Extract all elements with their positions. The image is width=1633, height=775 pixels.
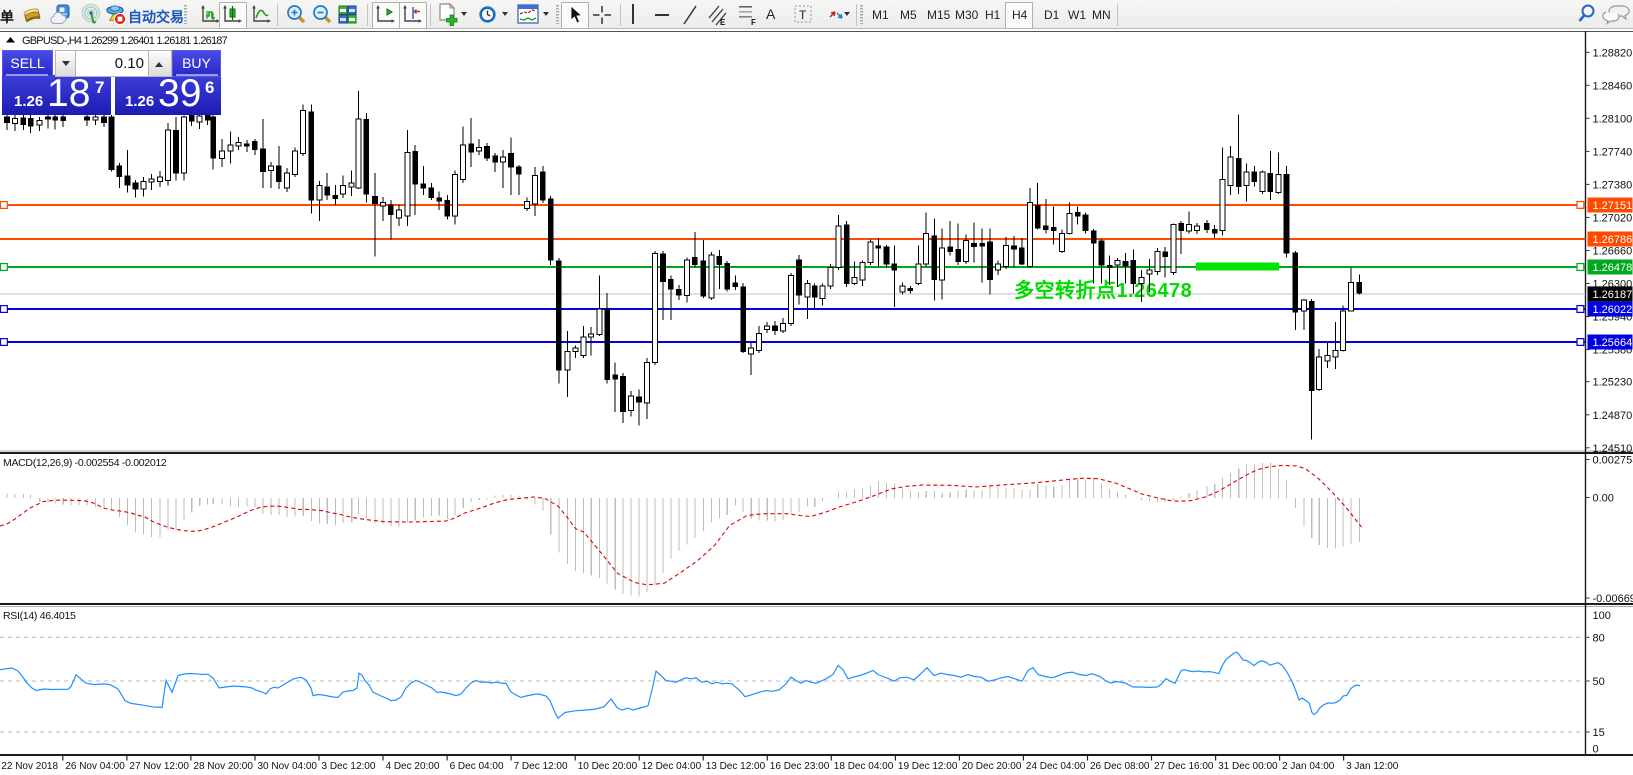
svg-text:12 Dec 04:00: 12 Dec 04:00 [642, 761, 702, 772]
svg-text:RSI(14) 46.4015: RSI(14) 46.4015 [3, 610, 76, 622]
svg-text:26 Dec 08:00: 26 Dec 08:00 [1090, 761, 1150, 772]
svg-text:19 Dec 12:00: 19 Dec 12:00 [898, 761, 958, 772]
svg-text:13 Dec 12:00: 13 Dec 12:00 [706, 761, 766, 772]
svg-text:27 Nov 12:00: 27 Nov 12:00 [129, 761, 189, 772]
svg-text:28 Nov 20:00: 28 Nov 20:00 [193, 761, 253, 772]
svg-text:1.26786: 1.26786 [1593, 234, 1633, 246]
svg-text:1.25230: 1.25230 [1593, 377, 1633, 389]
svg-text:15: 15 [1593, 727, 1605, 739]
svg-text:1.26187: 1.26187 [1593, 289, 1633, 301]
svg-text:1.27380: 1.27380 [1593, 179, 1633, 191]
svg-text:1.27740: 1.27740 [1593, 146, 1633, 158]
svg-text:26 Nov 04:00: 26 Nov 04:00 [65, 761, 125, 772]
svg-text:4 Dec 20:00: 4 Dec 20:00 [386, 761, 440, 772]
svg-text:80: 80 [1593, 632, 1605, 644]
svg-text:10 Dec 20:00: 10 Dec 20:00 [578, 761, 638, 772]
svg-text:多空转折点1.26478: 多空转折点1.26478 [1014, 278, 1192, 302]
svg-text:1.27151: 1.27151 [1593, 200, 1633, 212]
svg-text:16 Dec 23:00: 16 Dec 23:00 [770, 761, 830, 772]
svg-text:50: 50 [1593, 676, 1605, 688]
svg-text:2 Jan 04:00: 2 Jan 04:00 [1282, 761, 1335, 772]
svg-text:1.25664: 1.25664 [1593, 337, 1633, 349]
svg-text:20 Dec 20:00: 20 Dec 20:00 [962, 761, 1022, 772]
svg-text:1.24870: 1.24870 [1593, 410, 1633, 422]
svg-text:-0.006699: -0.006699 [1593, 593, 1633, 605]
svg-text:0: 0 [1593, 743, 1599, 755]
svg-text:F: F [751, 18, 756, 26]
svg-text:18 Dec 04:00: 18 Dec 04:00 [834, 761, 894, 772]
svg-text:1.26660: 1.26660 [1593, 246, 1633, 258]
svg-text:1.28820: 1.28820 [1593, 47, 1633, 59]
svg-text:100: 100 [1593, 610, 1611, 622]
svg-text:30 Nov 04:00: 30 Nov 04:00 [258, 761, 318, 772]
svg-text:22 Nov 2018: 22 Nov 2018 [1, 761, 58, 772]
svg-text:GBPUSD-,H4 1.26299 1.26401 1.: GBPUSD-,H4 1.26299 1.26401 1.26181 1.261… [22, 35, 228, 47]
svg-text:31 Dec 00:00: 31 Dec 00:00 [1218, 761, 1278, 772]
svg-text:0.002753: 0.002753 [1593, 455, 1633, 467]
svg-text:T: T [799, 8, 807, 22]
svg-text:1.24510: 1.24510 [1593, 443, 1633, 455]
svg-text:6 Dec 04:00: 6 Dec 04:00 [450, 761, 504, 772]
svg-text:7 Dec 12:00: 7 Dec 12:00 [514, 761, 568, 772]
svg-text:MACD(12,26,9) -0.002554 -0.002: MACD(12,26,9) -0.002554 -0.002012 [3, 457, 167, 469]
svg-text:1.26022: 1.26022 [1593, 304, 1633, 316]
svg-text:1.26478: 1.26478 [1593, 262, 1633, 274]
svg-text:24 Dec 04:00: 24 Dec 04:00 [1026, 761, 1086, 772]
svg-text:3 Jan 12:00: 3 Jan 12:00 [1346, 761, 1399, 772]
svg-text:27 Dec 16:00: 27 Dec 16:00 [1154, 761, 1214, 772]
svg-text:E: E [720, 18, 726, 26]
svg-text:1.27020: 1.27020 [1593, 212, 1633, 224]
svg-text:3 Dec 12:00: 3 Dec 12:00 [322, 761, 376, 772]
svg-text:1.28100: 1.28100 [1593, 113, 1633, 125]
svg-text:0.00: 0.00 [1593, 493, 1614, 505]
svg-text:1.28460: 1.28460 [1593, 80, 1633, 92]
